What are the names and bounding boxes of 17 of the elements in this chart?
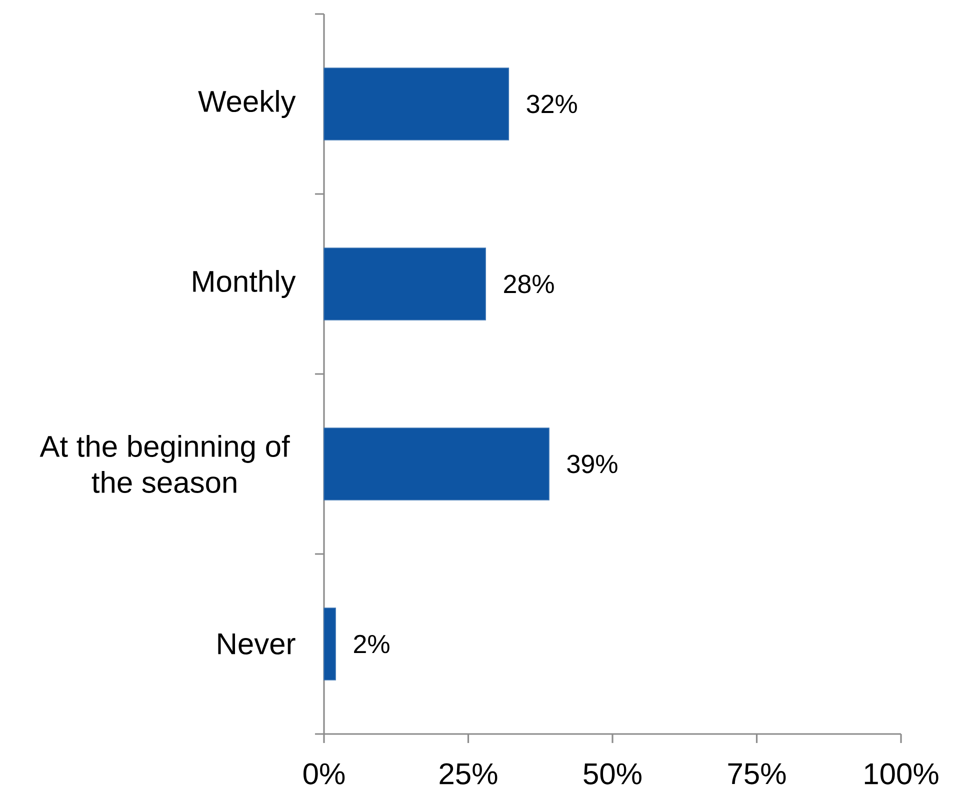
data-label: 2% (354, 634, 390, 654)
data-label: 32% (526, 94, 577, 114)
y-tick-label: Monthly (193, 270, 296, 298)
x-tick-label: 100% (864, 763, 938, 784)
data-label: 28% (504, 274, 554, 294)
bar (324, 428, 550, 500)
data-label: 39% (567, 454, 618, 474)
y-tick-label: Weekly (198, 90, 296, 118)
bar (324, 248, 486, 320)
x-tick-label: 25% (440, 763, 498, 784)
x-tick-label: 0% (303, 763, 345, 784)
y-tick-label: Never (218, 634, 296, 654)
x-tick-label: 50% (584, 763, 642, 784)
bar (324, 608, 336, 680)
y-tick-label: At the beginning of the season (40, 434, 290, 494)
bar (324, 68, 510, 140)
x-tick-label: 75% (728, 763, 786, 784)
